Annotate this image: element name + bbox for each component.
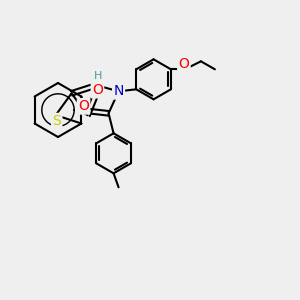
Text: O: O: [92, 83, 103, 97]
Text: S: S: [52, 114, 61, 128]
Text: O: O: [178, 57, 189, 71]
Text: N: N: [113, 84, 124, 98]
Text: O: O: [78, 99, 89, 113]
Text: H: H: [93, 71, 102, 81]
